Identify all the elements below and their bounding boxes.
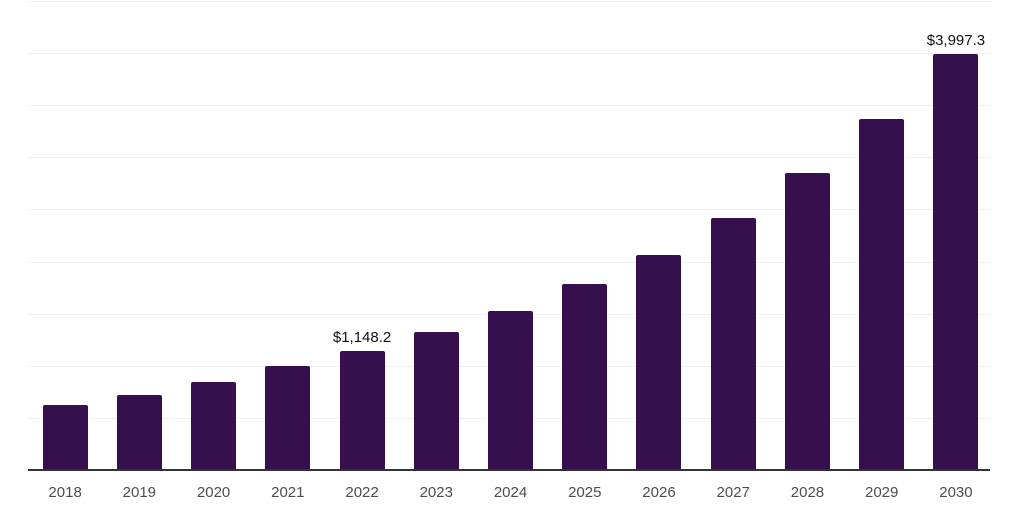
x-tick-label-2020: 2020 xyxy=(196,484,231,501)
bar-2028 xyxy=(784,172,830,471)
plot-area: $1,148.2 $3,997.3 xyxy=(28,1,993,471)
bar-2029 xyxy=(859,118,905,471)
bar-slot-2025 xyxy=(548,2,622,471)
bar-2027 xyxy=(710,217,756,471)
x-tick-label-2022: 2022 xyxy=(345,484,379,501)
x-tick-label-2028: 2028 xyxy=(790,484,825,501)
gridline-2000 xyxy=(28,261,993,263)
x-tick-label-2018: 2018 xyxy=(48,484,82,501)
bar-2019 xyxy=(116,394,162,471)
bar-2025 xyxy=(562,284,608,471)
x-axis-line xyxy=(28,469,990,471)
bar-2018 xyxy=(42,405,88,471)
value-label-2022: $1,148.2 xyxy=(332,329,392,347)
x-tick-label-2019: 2019 xyxy=(122,484,157,501)
bar-slot-2018 xyxy=(28,2,102,471)
bar-slot-2027 xyxy=(696,2,770,471)
gridline-4500 xyxy=(28,1,993,2)
x-tick-label-2030: 2030 xyxy=(939,484,973,501)
x-tick-label-2029: 2029 xyxy=(865,484,899,501)
value-label-2030: $3,997.3 xyxy=(926,32,986,50)
bar-2021 xyxy=(265,365,311,471)
bar-2020 xyxy=(191,381,237,471)
gridline-4000 xyxy=(28,53,993,55)
bar-slot-2024 xyxy=(473,2,547,471)
bar-2026 xyxy=(636,254,682,471)
x-tick-label-2023: 2023 xyxy=(419,484,453,501)
bar-slot-2028 xyxy=(770,2,844,471)
bar-slot-2030: $3,997.3 xyxy=(919,2,993,471)
gridline-2500 xyxy=(28,209,993,211)
x-tick-label-2027: 2027 xyxy=(716,484,750,501)
bar-slot-2026 xyxy=(622,2,696,471)
bar-2030 xyxy=(933,54,979,471)
gridline-3000 xyxy=(28,157,993,159)
bar-slot-2023 xyxy=(399,2,473,471)
bar-slot-2019 xyxy=(102,2,176,471)
gridline-3500 xyxy=(28,105,993,107)
bar-2022 xyxy=(339,351,385,471)
x-tick-label-2021: 2021 xyxy=(271,484,305,501)
bar-slot-2029 xyxy=(845,2,919,471)
bars-container: $1,148.2 $3,997.3 xyxy=(28,2,993,471)
bar-slot-2021 xyxy=(251,2,325,471)
bar-2024 xyxy=(488,310,534,471)
x-tick-label-2024: 2024 xyxy=(493,484,528,501)
x-tick-label-2026: 2026 xyxy=(642,484,676,501)
bar-slot-2022: $1,148.2 xyxy=(325,2,399,471)
bar-slot-2020 xyxy=(176,2,250,471)
x-axis-labels: 2018 2019 2020 2021 2022 2023 2024 2025 2026 2027… xyxy=(28,484,993,501)
bar-2023 xyxy=(413,331,459,471)
x-tick-label-2025: 2025 xyxy=(568,484,602,501)
